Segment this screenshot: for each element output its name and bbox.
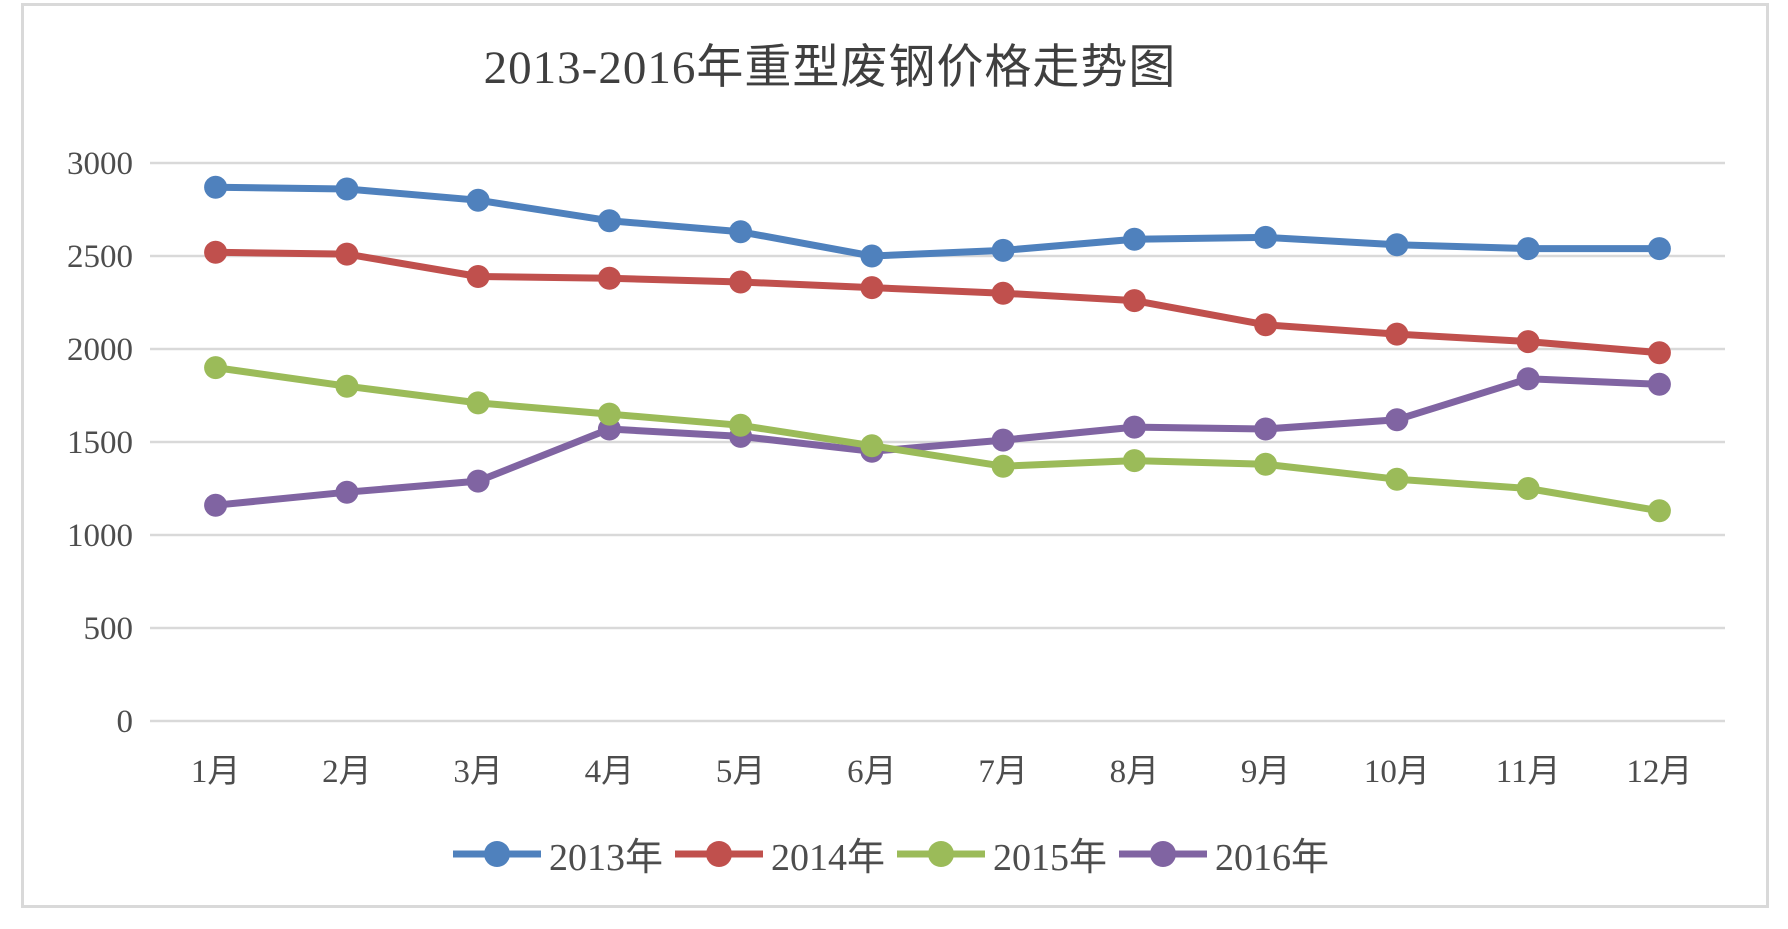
data-point-2013年-5月 xyxy=(729,220,753,244)
data-point-2013年-1月 xyxy=(204,175,228,199)
x-tick-8月: 8月 xyxy=(1110,754,1160,790)
data-point-2016年-10月 xyxy=(1385,408,1409,432)
y-tick-2000: 2000 xyxy=(67,332,133,368)
data-point-2014年-11月 xyxy=(1516,330,1540,354)
series-line-2014年 xyxy=(212,248,1663,357)
legend-item-2014年: 2014年 xyxy=(673,826,885,881)
legend-line-marker-icon xyxy=(897,840,985,867)
x-tick-2月: 2月 xyxy=(322,754,372,790)
data-point-2014年-8月 xyxy=(1122,289,1146,313)
data-point-2016年-3月 xyxy=(466,469,490,493)
data-point-2015年-9月 xyxy=(1254,452,1278,476)
data-point-2013年-12月 xyxy=(1647,237,1671,261)
y-tick-3000: 3000 xyxy=(67,146,133,182)
data-point-2015年-8月 xyxy=(1122,449,1146,473)
data-point-2016年-12月 xyxy=(1647,372,1671,396)
data-point-2015年-12月 xyxy=(1647,499,1671,523)
series-line-2015年 xyxy=(212,364,1663,515)
legend-line-marker-icon xyxy=(452,840,541,867)
data-point-2016年-2月 xyxy=(335,480,359,504)
data-point-2015年-4月 xyxy=(597,402,621,426)
data-point-2013年-4月 xyxy=(597,209,621,233)
legend-label: 2016年 xyxy=(1215,837,1330,879)
x-tick-4月: 4月 xyxy=(585,754,635,790)
x-tick-7月: 7月 xyxy=(978,754,1028,790)
chart-frame xyxy=(21,3,1769,908)
data-point-2014年-12月 xyxy=(1647,341,1671,365)
data-point-2016年-9月 xyxy=(1254,417,1278,441)
data-point-2014年-7月 xyxy=(991,281,1015,305)
x-tick-6月: 6月 xyxy=(847,754,897,790)
data-point-2014年-3月 xyxy=(466,265,490,288)
legend-item-2015年: 2015年 xyxy=(895,826,1107,881)
data-point-2013年-10月 xyxy=(1385,233,1409,257)
data-point-2013年-3月 xyxy=(466,188,490,212)
y-tick-1500: 1500 xyxy=(67,425,133,461)
y-tick-2500: 2500 xyxy=(67,239,133,275)
data-point-2013年-9月 xyxy=(1254,225,1278,249)
legend-label: 2013年 xyxy=(548,837,663,879)
data-point-2014年-9月 xyxy=(1254,313,1278,337)
data-point-2013年-11月 xyxy=(1516,237,1540,261)
x-tick-12月: 12月 xyxy=(1626,754,1692,790)
data-point-2013年-2月 xyxy=(335,177,359,201)
data-point-2015年-2月 xyxy=(335,374,359,398)
chart-legend: 2013年 2014年 2015年 2016年 xyxy=(0,826,1780,881)
legend-label: 2015年 xyxy=(993,837,1108,879)
x-tick-3月: 3月 xyxy=(453,754,503,790)
legend-label: 2014年 xyxy=(770,837,885,879)
legend-line-marker-icon xyxy=(674,840,763,867)
data-point-2014年-4月 xyxy=(597,266,621,290)
data-point-2013年-7月 xyxy=(991,238,1015,262)
x-tick-11月: 11月 xyxy=(1496,754,1561,790)
y-tick-500: 500 xyxy=(84,611,134,647)
legend-line-marker-icon xyxy=(1119,840,1208,867)
x-tick-10月: 10月 xyxy=(1364,754,1430,790)
x-tick-5月: 5月 xyxy=(716,754,766,790)
data-point-2016年-1月 xyxy=(204,493,228,517)
data-point-2014年-2月 xyxy=(335,242,359,266)
plot-area: 3000 2500 2000 1500 1000 500 0 1月 2月 3月 4月 5月 6月 7月 8月… xyxy=(67,146,1725,790)
legend-item-2016年: 2016年 xyxy=(1117,826,1329,881)
y-tick-1000: 1000 xyxy=(67,518,133,554)
data-point-2015年-7月 xyxy=(991,454,1015,478)
data-point-2013年-6月 xyxy=(860,244,884,268)
chart-title: 2013-2016年重型废钢价格走势图 xyxy=(483,42,1177,94)
data-point-2015年-10月 xyxy=(1385,467,1409,491)
data-point-2016年-11月 xyxy=(1516,367,1540,391)
data-point-2015年-5月 xyxy=(729,413,753,437)
data-point-2015年-6月 xyxy=(860,434,884,458)
legend-item-2013年: 2013年 xyxy=(451,826,663,881)
data-point-2014年-5月 xyxy=(729,270,753,294)
data-point-2016年-7月 xyxy=(991,428,1015,452)
series-line-2016年 xyxy=(212,375,1663,509)
data-point-2014年-6月 xyxy=(860,276,884,300)
data-point-2014年-10月 xyxy=(1385,322,1409,346)
data-point-2013年-8月 xyxy=(1122,227,1146,251)
data-point-2014年-1月 xyxy=(204,240,228,264)
data-point-2015年-11月 xyxy=(1516,477,1540,500)
data-point-2015年-1月 xyxy=(204,356,228,380)
series-line-2013年 xyxy=(212,183,1663,260)
y-tick-0: 0 xyxy=(117,704,134,740)
x-tick-1月: 1月 xyxy=(191,754,241,790)
data-point-2016年-8月 xyxy=(1122,415,1146,439)
x-tick-9月: 9月 xyxy=(1241,754,1291,790)
data-point-2015年-3月 xyxy=(466,391,490,415)
